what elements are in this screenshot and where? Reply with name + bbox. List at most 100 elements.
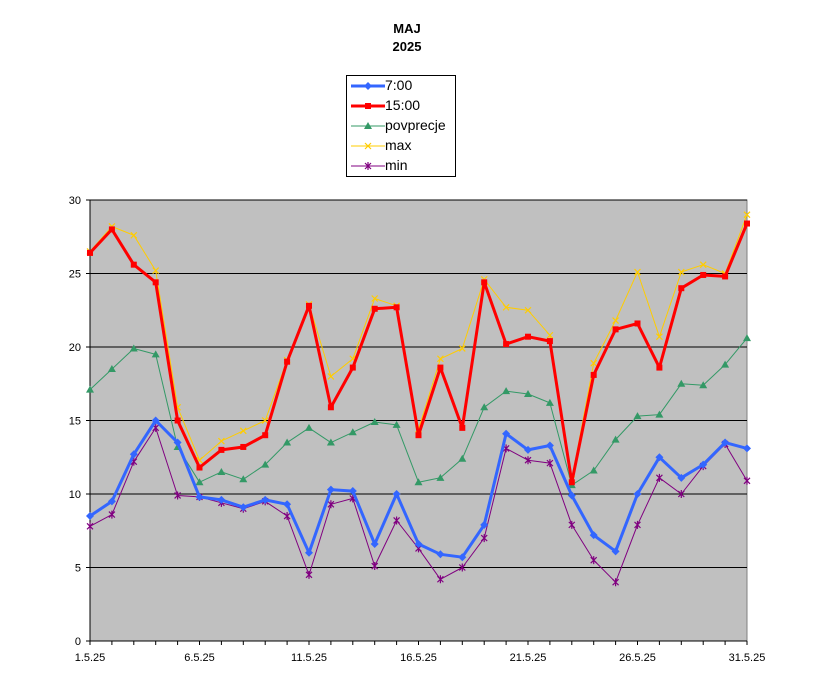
data-point-max bbox=[502, 303, 510, 311]
data-point-15:00 bbox=[393, 304, 400, 311]
data-point-7:00 bbox=[129, 450, 138, 459]
data-point-15:00 bbox=[437, 364, 444, 371]
data-point-povprecje bbox=[502, 387, 511, 395]
data-point-min bbox=[590, 556, 598, 565]
data-point-15:00 bbox=[87, 249, 93, 256]
y-tick-label: 20 bbox=[69, 342, 81, 354]
data-point-min bbox=[568, 520, 576, 529]
legend-swatch-15-00 bbox=[351, 103, 385, 109]
data-point-povprecje bbox=[283, 438, 292, 446]
x-tick-label: 11.5.25 bbox=[291, 652, 327, 664]
data-point-povprecje bbox=[743, 334, 751, 342]
data-point-7:00 bbox=[458, 553, 467, 562]
data-point-povprecje bbox=[261, 460, 270, 468]
data-point-7:00 bbox=[239, 503, 248, 512]
data-point-min bbox=[108, 510, 116, 519]
data-point-povprecje bbox=[195, 478, 204, 486]
data-point-7:00 bbox=[633, 490, 642, 498]
data-point-7:00 bbox=[567, 491, 576, 500]
data-point-povprecje bbox=[414, 478, 423, 486]
data-point-povprecje bbox=[129, 344, 138, 352]
data-point-15:00 bbox=[327, 404, 334, 411]
y-tick-label: 0 bbox=[75, 636, 81, 648]
data-point-15:00 bbox=[240, 443, 247, 450]
legend-label-max: max bbox=[385, 137, 412, 153]
data-point-15:00 bbox=[590, 371, 597, 378]
x-tick-label: 1.5.25 bbox=[75, 652, 106, 664]
data-point-7:00 bbox=[743, 444, 751, 453]
data-point-max bbox=[590, 359, 598, 367]
data-point-7:00 bbox=[589, 531, 598, 540]
data-point-min bbox=[86, 522, 94, 531]
data-point-povprecje bbox=[677, 379, 686, 387]
data-point-15:00 bbox=[262, 432, 269, 439]
data-point-max bbox=[130, 231, 138, 239]
y-tick-label: 25 bbox=[69, 269, 81, 281]
data-point-min bbox=[327, 500, 335, 509]
data-point-min bbox=[371, 562, 379, 571]
y-tick-label: 10 bbox=[69, 489, 81, 501]
x-tick-label: 16.5.25 bbox=[400, 652, 437, 664]
data-point-povprecje bbox=[217, 467, 226, 475]
data-point-povprecje bbox=[305, 423, 313, 431]
data-point-min bbox=[393, 516, 401, 525]
data-point-max bbox=[371, 295, 379, 302]
data-point-povprecje bbox=[348, 428, 357, 436]
data-point-max bbox=[261, 417, 269, 424]
chart-subtitle: 2025 bbox=[392, 39, 422, 54]
data-point-7:00 bbox=[370, 539, 379, 548]
x-tick-label: 31.5.25 bbox=[729, 652, 766, 664]
data-point-max bbox=[217, 437, 225, 445]
legend-swatch-max bbox=[351, 142, 385, 150]
data-point-min bbox=[524, 456, 532, 465]
data-point-15:00 bbox=[525, 333, 531, 340]
data-point-7:00 bbox=[524, 445, 532, 454]
data-point-povprecje bbox=[524, 390, 532, 398]
data-point-max bbox=[699, 261, 707, 269]
y-tick-label: 30 bbox=[69, 195, 81, 207]
data-point-7:00 bbox=[436, 550, 445, 559]
data-point-povprecje bbox=[151, 350, 160, 358]
data-point-15:00 bbox=[656, 364, 663, 371]
data-point-15:00 bbox=[218, 446, 225, 453]
data-point-povprecje bbox=[589, 466, 598, 474]
data-point-15:00 bbox=[459, 424, 466, 431]
data-point-max bbox=[436, 355, 444, 363]
chart-title: MAJ bbox=[393, 21, 421, 36]
x-tick-label: 26.5.25 bbox=[619, 652, 656, 664]
legend-label-povprecje: povprecje bbox=[385, 117, 446, 133]
data-point-povprecje bbox=[655, 410, 664, 418]
data-point-15:00 bbox=[152, 279, 159, 286]
data-point-max bbox=[612, 317, 620, 324]
data-point-min bbox=[480, 534, 488, 543]
data-point-povprecje bbox=[545, 398, 554, 406]
data-point-max bbox=[634, 268, 641, 276]
data-point-min bbox=[612, 578, 620, 587]
data-point-15:00 bbox=[481, 279, 488, 286]
legend-label-min: min bbox=[385, 157, 408, 173]
data-point-max bbox=[327, 372, 335, 380]
data-point-7:00 bbox=[677, 473, 686, 482]
data-point-7:00 bbox=[261, 495, 270, 504]
data-point-povprecje bbox=[699, 381, 708, 389]
data-point-7:00 bbox=[195, 492, 204, 501]
data-point-min bbox=[743, 476, 751, 485]
data-point-povprecje bbox=[611, 435, 620, 443]
data-point-7:00 bbox=[392, 490, 401, 498]
legend-swatch-min bbox=[351, 162, 385, 170]
data-point-povprecje bbox=[86, 385, 94, 393]
legend-swatch-povprecje bbox=[351, 122, 385, 129]
data-point-15:00 bbox=[174, 417, 181, 424]
data-point-povprecje bbox=[392, 420, 401, 428]
data-point-max bbox=[152, 267, 160, 274]
data-point-povprecje bbox=[480, 403, 489, 411]
data-point-povprecje bbox=[721, 360, 730, 368]
x-tick-label: 6.5.25 bbox=[184, 652, 215, 664]
data-point-7:00 bbox=[151, 416, 160, 425]
data-point-15:00 bbox=[415, 432, 422, 439]
y-tick-label: 15 bbox=[69, 416, 81, 428]
data-point-7:00 bbox=[502, 429, 511, 438]
data-point-min bbox=[634, 520, 641, 529]
data-point-15:00 bbox=[568, 479, 575, 486]
